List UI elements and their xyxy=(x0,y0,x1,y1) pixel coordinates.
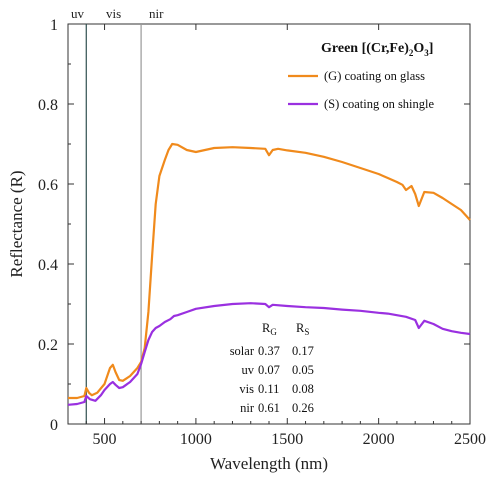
table-cell-rg: 0.61 xyxy=(258,401,280,415)
x-tick-label: 2000 xyxy=(363,431,395,448)
region-label-uv: uv xyxy=(71,6,85,21)
series-line-shingle xyxy=(67,302,471,406)
table-cell-rs: 0.26 xyxy=(292,401,314,415)
table-row-label: nir xyxy=(240,401,255,415)
x-tick-label: 1000 xyxy=(180,431,212,448)
y-axis-ticks: 0 0.2 0.4 0.6 0.8 1 xyxy=(38,17,470,434)
table-header-rs-main: R xyxy=(296,321,305,335)
table-row-label: vis xyxy=(239,382,254,396)
region-label-nir: nir xyxy=(149,6,164,21)
region-label-vis: vis xyxy=(106,6,121,21)
y-tick-label: 0.8 xyxy=(38,97,58,114)
x-tick-label: 2500 xyxy=(454,431,486,448)
table-header-rg-sub: G xyxy=(270,327,277,337)
y-tick-label: 1 xyxy=(50,17,58,34)
legend-title-end: ] xyxy=(429,41,434,56)
table-row-label: uv xyxy=(242,363,255,377)
y-tick-label: 0 xyxy=(50,417,58,434)
legend-label-shingle: (S) coating on shingle xyxy=(324,97,435,111)
legend-title: Green [(Cr,Fe)2O3] xyxy=(321,41,433,58)
table-cell-rg: 0.37 xyxy=(258,344,280,358)
x-tick-label: 1500 xyxy=(271,431,303,448)
table-header-rg-main: R xyxy=(262,321,271,335)
x-axis-title: Wavelength (nm) xyxy=(210,454,328,473)
table-cell-rs: 0.08 xyxy=(292,382,314,396)
table-cell-rs: 0.05 xyxy=(292,363,314,377)
x-axis-ticks: 500 1000 1500 2000 2500 xyxy=(85,24,486,448)
table-cell-rg: 0.07 xyxy=(258,363,280,377)
x-tick-label: 500 xyxy=(93,431,117,448)
y-tick-label: 0.2 xyxy=(38,337,58,354)
table-row-label: solar xyxy=(230,344,255,358)
table-header-rs: RS xyxy=(296,321,309,337)
y-tick-label: 0.6 xyxy=(38,177,58,194)
table-header-rs-sub: S xyxy=(304,327,309,337)
legend: Green [(Cr,Fe)2O3] (G) coating on glass … xyxy=(288,41,435,111)
table-rows: solar 0.37 0.17 uv 0.07 0.05 vis 0.11 0.08 nir 0.6… xyxy=(230,344,314,415)
legend-title-main: Green [(Cr,Fe) xyxy=(321,41,409,56)
legend-title-sub2: 3 xyxy=(424,48,429,58)
table-header-rg: RG xyxy=(262,321,277,337)
legend-title-mid: O xyxy=(413,41,424,56)
y-tick-label: 0.4 xyxy=(38,257,58,274)
legend-title-sub1: 2 xyxy=(409,48,414,58)
y-axis-title: Reflectance (R) xyxy=(7,170,26,277)
table-cell-rs: 0.17 xyxy=(292,344,314,358)
series-line-glass xyxy=(68,142,471,400)
table-cell-rg: 0.11 xyxy=(258,382,279,396)
legend-label-glass: (G) coating on glass xyxy=(324,69,425,83)
